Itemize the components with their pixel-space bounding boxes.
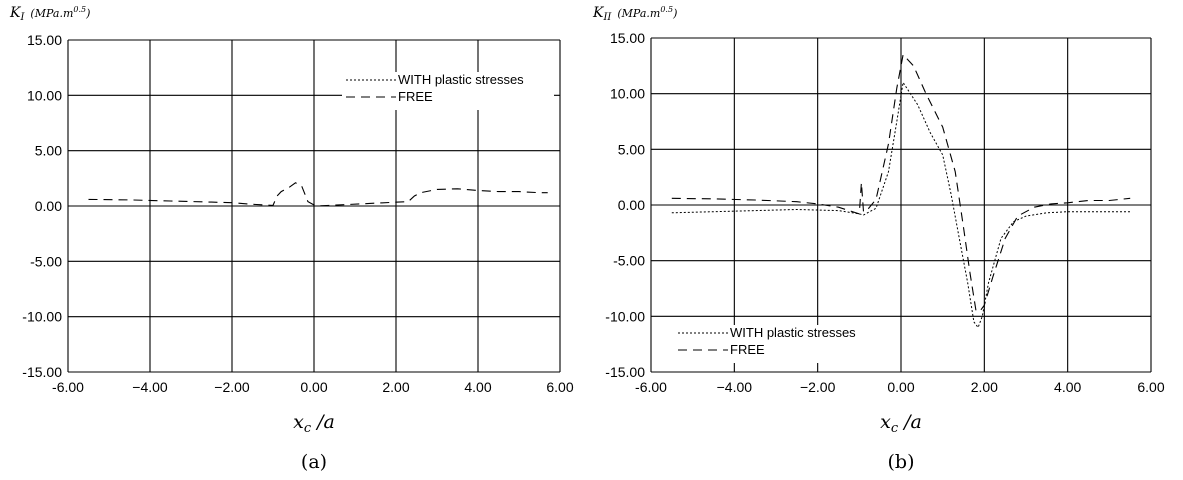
legend-label: FREE xyxy=(398,89,433,104)
y-tick-label: 0.00 xyxy=(618,197,645,213)
x-tick-label: 2.00 xyxy=(971,379,998,395)
x-tick-label: 2.00 xyxy=(382,379,409,395)
y-label-main: K xyxy=(9,5,22,21)
y-tick-label: -5.00 xyxy=(613,253,645,269)
y-label-sub: II xyxy=(602,12,612,23)
series-line-with-plastic-stresses xyxy=(671,81,1131,329)
x-tick-label: 6.00 xyxy=(1137,379,1164,395)
x-label-sub: c xyxy=(891,421,899,436)
x-tick-label: 0.00 xyxy=(887,379,914,395)
x-tick-label: −2.00 xyxy=(800,379,836,395)
y-label-close: ) xyxy=(672,7,677,20)
y-tick-label: 10.00 xyxy=(610,86,645,102)
panel-caption: (a) xyxy=(301,451,327,473)
x-tick-label: −4.00 xyxy=(717,379,753,395)
y-label-close: ) xyxy=(85,7,90,20)
y-tick-label: 10.00 xyxy=(27,87,62,103)
legend-label: WITH plastic stresses xyxy=(730,325,856,340)
x-label-sub: c xyxy=(304,421,312,436)
x-label-main: x xyxy=(293,411,304,433)
panel-caption: (b) xyxy=(888,451,915,473)
y-tick-label: 5.00 xyxy=(35,143,62,159)
y-tick-label: 15.00 xyxy=(27,32,62,48)
series-line-free xyxy=(88,182,548,207)
y-label-unit: (MPa.m xyxy=(617,7,660,20)
x-tick-label: 4.00 xyxy=(464,379,491,395)
x-label-rest: /a xyxy=(311,411,335,433)
x-tick-label: -6.00 xyxy=(52,379,84,395)
y-tick-label: 5.00 xyxy=(618,141,645,157)
y-label-main: K xyxy=(592,5,605,21)
y-tick-label: -15.00 xyxy=(22,364,62,380)
legend-background xyxy=(342,72,554,110)
x-axis-label: xc /a xyxy=(880,411,922,436)
chart-panel-b: -6.00 −4.00 −2.00 0.00 2.00 4.00 6.00 15.00 10.0… xyxy=(592,5,1165,473)
chart-panel-a: -6.00 −4.00 −2.00 0.00 2.00 4.00 6.00 15.00 10.0… xyxy=(9,5,574,473)
y-label-exponent: 0.5 xyxy=(660,5,673,14)
x-tick-label: 4.00 xyxy=(1054,379,1081,395)
y-tick-label: 15.00 xyxy=(610,30,645,46)
y-axis-label: KII (MPa.m0.5) xyxy=(592,5,677,23)
x-label-main: x xyxy=(880,411,891,433)
x-tick-label: −4.00 xyxy=(132,379,168,395)
y-label-unit: (MPa.m xyxy=(30,7,73,20)
x-tick-label: −2.00 xyxy=(214,379,250,395)
y-label-sub: I xyxy=(19,12,25,23)
x-tick-label: 0.00 xyxy=(300,379,327,395)
y-tick-label: -10.00 xyxy=(605,308,645,324)
legend-label: WITH plastic stresses xyxy=(398,72,524,87)
y-tick-label: -15.00 xyxy=(605,364,645,380)
x-tick-label: -6.00 xyxy=(635,379,667,395)
legend-background xyxy=(674,325,886,363)
x-axis-label: xc /a xyxy=(293,411,335,436)
x-label-rest: /a xyxy=(898,411,922,433)
legend-label: FREE xyxy=(730,342,765,357)
y-tick-label: -5.00 xyxy=(30,253,62,269)
series-line-free xyxy=(671,53,1131,312)
y-tick-label: 0.00 xyxy=(35,198,62,214)
x-tick-label: 6.00 xyxy=(546,379,573,395)
y-tick-label: -10.00 xyxy=(22,309,62,325)
y-axis-label: KI (MPa.m0.5) xyxy=(9,5,90,23)
y-label-exponent: 0.5 xyxy=(73,5,86,14)
